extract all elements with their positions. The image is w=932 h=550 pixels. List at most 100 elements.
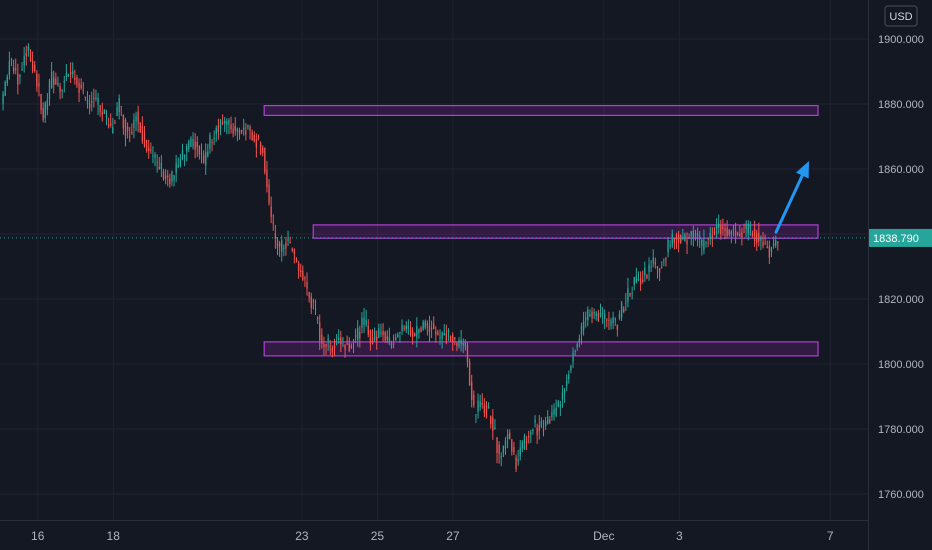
zone-support[interactable]	[263, 341, 819, 357]
candle-body[interactable]	[669, 245, 671, 247]
candle-body[interactable]	[131, 132, 133, 134]
candle[interactable]	[525, 435, 528, 451]
candle[interactable]	[4, 80, 6, 97]
candle-body[interactable]	[644, 267, 646, 276]
candle-body[interactable]	[637, 278, 640, 280]
candle-body[interactable]	[291, 248, 293, 251]
candle-body[interactable]	[88, 103, 91, 109]
candle-body[interactable]	[42, 107, 44, 120]
candle-body[interactable]	[612, 317, 614, 323]
candle[interactable]	[644, 261, 646, 282]
candle[interactable]	[198, 145, 201, 160]
candle[interactable]	[59, 82, 61, 100]
candle-body[interactable]	[59, 85, 61, 93]
candle[interactable]	[340, 330, 342, 352]
candle-body[interactable]	[718, 223, 720, 228]
candle-body[interactable]	[99, 105, 101, 112]
candle-body[interactable]	[580, 325, 583, 335]
candle[interactable]	[259, 141, 262, 156]
candle-body[interactable]	[331, 347, 334, 353]
candle-body[interactable]	[449, 336, 452, 342]
candle-body[interactable]	[367, 325, 369, 335]
candle[interactable]	[384, 330, 386, 344]
candle-body[interactable]	[40, 93, 42, 110]
candle-body[interactable]	[207, 151, 209, 157]
candle[interactable]	[31, 51, 34, 74]
candle-body[interactable]	[272, 222, 274, 224]
candle[interactable]	[131, 123, 133, 136]
candle[interactable]	[327, 334, 329, 351]
candle[interactable]	[445, 324, 448, 345]
candle[interactable]	[325, 343, 327, 355]
candle-body[interactable]	[342, 338, 344, 340]
candle-body[interactable]	[532, 429, 534, 432]
candle-body[interactable]	[509, 432, 511, 439]
candle-body[interactable]	[245, 130, 247, 135]
candle-body[interactable]	[12, 67, 15, 72]
candle[interactable]	[276, 237, 279, 256]
candle-body[interactable]	[456, 342, 458, 346]
candle-body[interactable]	[652, 257, 654, 263]
candle-body[interactable]	[639, 277, 642, 285]
candle-body[interactable]	[61, 90, 63, 92]
candle[interactable]	[266, 161, 268, 193]
candle[interactable]	[297, 260, 300, 279]
candle[interactable]	[335, 333, 338, 346]
candle-body[interactable]	[110, 123, 112, 126]
candle[interactable]	[637, 271, 640, 282]
candle-body[interactable]	[745, 223, 747, 230]
candle[interactable]	[749, 221, 752, 236]
candle-body[interactable]	[699, 236, 701, 240]
candle[interactable]	[536, 423, 538, 444]
candle-body[interactable]	[500, 456, 502, 458]
candle[interactable]	[95, 89, 97, 102]
candle[interactable]	[620, 300, 623, 322]
candle-body[interactable]	[553, 408, 555, 415]
candle-body[interactable]	[654, 262, 657, 265]
candle[interactable]	[718, 214, 720, 234]
candle-body[interactable]	[768, 246, 771, 258]
candle-body[interactable]	[473, 394, 475, 405]
candle[interactable]	[46, 93, 49, 116]
candle[interactable]	[519, 439, 521, 461]
candle-body[interactable]	[696, 233, 699, 237]
candle-body[interactable]	[534, 419, 536, 423]
candle[interactable]	[316, 316, 319, 324]
candle[interactable]	[34, 61, 36, 73]
candles[interactable]	[2, 43, 779, 473]
candle[interactable]	[392, 334, 395, 349]
candle[interactable]	[631, 286, 633, 300]
candle-body[interactable]	[608, 319, 610, 321]
candle-body[interactable]	[401, 324, 403, 331]
candle[interactable]	[500, 452, 502, 467]
candle-body[interactable]	[587, 309, 589, 320]
candle-body[interactable]	[635, 276, 638, 283]
candle[interactable]	[114, 119, 116, 125]
candle-body[interactable]	[439, 337, 441, 339]
candle-body[interactable]	[563, 390, 566, 393]
candle[interactable]	[538, 414, 540, 440]
candle-body[interactable]	[196, 142, 198, 147]
candle[interactable]	[82, 82, 84, 95]
candle-body[interactable]	[390, 343, 393, 348]
candle-body[interactable]	[542, 430, 545, 432]
candle[interactable]	[424, 319, 426, 330]
candle-body[interactable]	[703, 239, 705, 251]
candle[interactable]	[422, 319, 424, 331]
candle[interactable]	[103, 109, 106, 115]
candle[interactable]	[756, 229, 758, 251]
candle-body[interactable]	[677, 234, 680, 243]
candle-body[interactable]	[118, 97, 120, 113]
candle[interactable]	[483, 398, 486, 418]
candle[interactable]	[211, 139, 213, 152]
candle-body[interactable]	[555, 407, 557, 416]
candle[interactable]	[618, 310, 621, 321]
candle[interactable]	[468, 358, 471, 386]
candle-body[interactable]	[224, 120, 226, 124]
candle-body[interactable]	[190, 138, 192, 147]
candle-body[interactable]	[179, 158, 182, 167]
candle[interactable]	[338, 329, 340, 344]
candle-body[interactable]	[259, 142, 262, 154]
candle-body[interactable]	[192, 139, 194, 147]
